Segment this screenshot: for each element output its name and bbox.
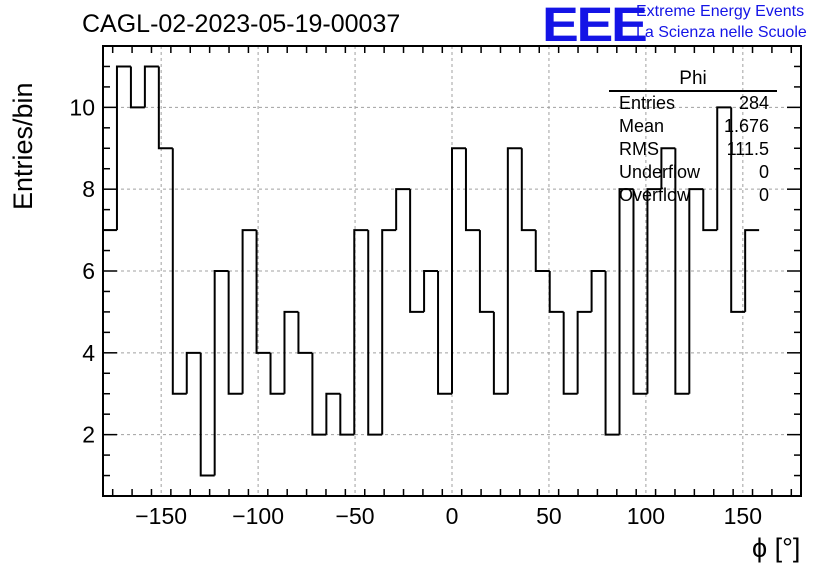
y-tick-label: 6	[82, 258, 95, 284]
eee-logo: EEE	[542, 0, 648, 52]
histogram-bin	[423, 270, 439, 312]
histogram-bin	[129, 66, 145, 109]
stats-value: 0	[758, 185, 769, 205]
histogram-bin	[702, 189, 718, 232]
histogram-bin	[381, 229, 397, 435]
axis-ticks	[103, 46, 801, 496]
histogram-bin	[674, 148, 690, 395]
histogram-bin	[744, 229, 760, 312]
stats-label: Entries	[619, 93, 676, 113]
histogram-bin	[492, 311, 508, 395]
x-tick-label: −100	[232, 503, 284, 529]
histogram-bin	[437, 271, 452, 395]
histogram-bin	[576, 310, 592, 394]
stats-label: Underflow	[619, 162, 701, 182]
histogram-bin	[353, 229, 369, 435]
histogram-bin	[660, 147, 676, 190]
histogram-bin	[548, 271, 564, 313]
stats-value: 1.676	[723, 116, 769, 136]
stats-value: 284	[738, 93, 769, 113]
histogram-bin	[451, 147, 466, 394]
histogram-bin	[269, 352, 285, 395]
histogram-bin	[283, 310, 299, 394]
histogram-bin	[562, 311, 578, 395]
histogram-bin	[367, 230, 383, 436]
histogram-bin	[520, 148, 536, 232]
logo-line-2: La Scienza nelle Scuole	[636, 24, 807, 41]
chart-title: CAGL-02-2023-05-19-00037	[82, 10, 401, 38]
stats-row-underflow: Underflow 0	[609, 161, 777, 184]
x-axis-label: ϕ [°]	[752, 533, 801, 563]
stats-value: 0	[758, 162, 769, 182]
stats-row-rms: RMS 111.5	[609, 138, 777, 161]
y-tick-label: 8	[82, 176, 95, 202]
histogram-bin	[716, 106, 732, 231]
histogram-bin	[171, 148, 187, 395]
histogram-bin	[395, 188, 411, 231]
histogram-bin	[227, 271, 243, 395]
y-tick-label: 10	[69, 94, 95, 120]
x-tick-labels: −150 −100 −50 0 50 100 150	[135, 503, 762, 529]
histogram-bin	[213, 270, 229, 476]
x-tick-label: 0	[446, 503, 459, 529]
stats-value: 111.5	[726, 139, 769, 159]
stats-label: Mean	[619, 116, 665, 136]
histogram-bin	[506, 147, 522, 394]
histogram-bars	[103, 65, 760, 477]
histogram-bin	[339, 393, 355, 436]
y-tick-label: 4	[82, 340, 95, 366]
x-tick-label: −50	[336, 503, 375, 529]
histogram-bin	[534, 230, 550, 272]
histogram-bin	[632, 189, 648, 395]
stats-name: Phi	[609, 68, 777, 92]
histogram-bin	[618, 188, 634, 435]
histogram-bin	[115, 65, 131, 231]
histogram-bin	[464, 148, 480, 232]
y-tick-label: 2	[82, 422, 95, 448]
histogram-bin	[297, 311, 313, 354]
logo-line-1: Extreme Energy Events	[636, 3, 805, 20]
y-tick-labels: 2 4 6 8 10	[69, 94, 95, 447]
histogram-bin	[185, 351, 201, 394]
stats-row-mean: Mean 1.676	[609, 115, 777, 138]
x-tick-label: −150	[135, 503, 187, 529]
stats-row-entries: Entries 284	[609, 92, 777, 115]
histogram-bin	[311, 352, 327, 436]
x-tick-label: 100	[627, 503, 665, 529]
histogram-bin	[590, 270, 606, 312]
stats-label: Overflow	[619, 185, 691, 205]
x-tick-label: 150	[724, 503, 762, 529]
histogram-bin	[143, 65, 159, 108]
histogram-bin	[409, 189, 425, 313]
histogram-bin	[688, 188, 704, 394]
y-axis-label: Entries/bin	[8, 82, 38, 210]
stats-row-overflow: Overflow 0	[609, 184, 777, 207]
histogram-bin	[646, 188, 662, 394]
histogram-bin	[604, 271, 620, 436]
histogram-bin	[730, 107, 746, 313]
histogram-bin	[241, 229, 257, 394]
histogram-bin	[157, 66, 173, 150]
histogram-bin	[325, 392, 341, 435]
stats-box: Phi Entries 284 Mean 1.676 RMS 111.5 Underf…	[609, 68, 777, 207]
histogram-bin	[255, 230, 271, 354]
histogram-bin	[199, 352, 215, 477]
histogram-bin	[478, 230, 494, 313]
x-tick-label: 50	[536, 503, 562, 529]
stats-label: RMS	[619, 139, 659, 159]
